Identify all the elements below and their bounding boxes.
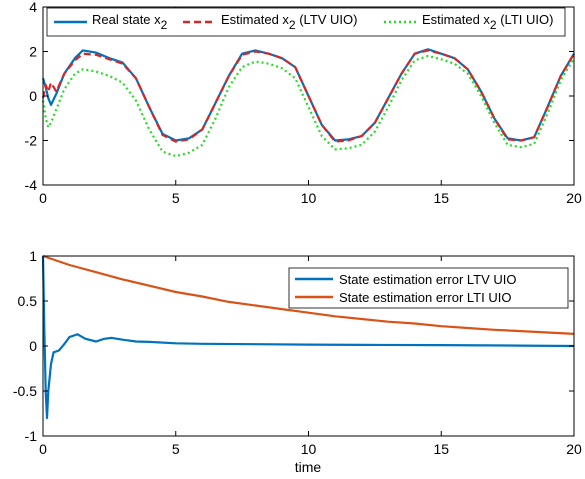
legend-label-lti-sub: 2 (490, 18, 497, 32)
bottom-x-tick-label-4: 20 (566, 441, 582, 457)
top-y-tick-label-2: 0 (29, 88, 37, 104)
top-y-tick-label-1: -2 (25, 133, 38, 149)
bottom-y-tick-label-1: -0.5 (13, 383, 37, 399)
bottom-x-tick-label-0: 0 (39, 441, 47, 457)
top-series-line-1 (41, 49, 575, 143)
top-legend: Real state x2 Estimated x2 (LTV UIO) Est… (46, 7, 566, 37)
bottom-legend: State estimation error LTV UIO State est… (288, 267, 569, 309)
top-x-tick-label-3: 15 (433, 190, 449, 206)
bottom-plot-ticks: 0 5 10 15 20 -1 -0.5 0 0.5 1 (13, 248, 582, 457)
top-series-line-2 (41, 54, 575, 158)
top-x-tick-label-4: 20 (566, 190, 582, 206)
legend-label-real-state-main: Real state x (92, 12, 161, 27)
bottom-x-tick-label-1: 5 (172, 441, 180, 457)
legend-label-ltv-main: Estimated x (221, 12, 289, 27)
bottom-y-tick-label-2: 0 (29, 338, 37, 354)
legend-label-ltv-sub: 2 (289, 18, 296, 32)
top-y-tick-label-3: 2 (29, 44, 37, 60)
bottom-y-tick-label-0: -1 (25, 428, 38, 444)
bottom-y-tick-label-4: 1 (29, 248, 37, 264)
legend-label-lti-estimate: Estimated x2 (LTI UIO) (422, 12, 553, 32)
top-x-tick-label-1: 5 (172, 190, 180, 206)
bottom-x-tick-label-3: 15 (433, 441, 449, 457)
top-y-tick-label-4: 4 (29, 0, 37, 15)
bottom-legend-box (288, 267, 569, 309)
legend-label-ltv-error: State estimation error LTV UIO (339, 272, 517, 287)
legend-label-lti-tail: (LTI UIO) (497, 12, 554, 27)
legend-label-lti-error: State estimation error LTI UIO (339, 290, 511, 305)
top-x-tick-label-2: 10 (301, 190, 317, 206)
top-legend-box (46, 7, 566, 37)
bottom-series-line-1 (42, 254, 575, 335)
legend-label-ltv-tail: (LTV UIO) (296, 12, 358, 27)
bottom-plot-series (41, 254, 575, 420)
legend-label-ltv-estimate: Estimated x2 (LTV UIO) (221, 12, 357, 32)
top-series-line-0 (41, 48, 575, 142)
top-x-tick-label-0: 0 (39, 190, 47, 206)
top-plot-ticks: 0 5 10 15 20 -4 -2 0 2 4 (25, 0, 582, 206)
top-y-tick-label-0: -4 (25, 177, 38, 193)
bottom-y-tick-label-3: 0.5 (18, 293, 38, 309)
top-plot-series (41, 48, 575, 158)
legend-label-real-state-sub: 2 (161, 18, 168, 32)
legend-label-real-state: Real state x2 (92, 12, 168, 32)
bottom-series-line-0 (41, 255, 575, 420)
bottom-plot: 0 5 10 15 20 -1 -0.5 0 0.5 1 State estimation err… (13, 248, 582, 475)
legend-label-lti-main: Estimated x (422, 12, 490, 27)
bottom-x-tick-label-2: 10 (301, 441, 317, 457)
x-axis-title-time: time (295, 459, 322, 475)
